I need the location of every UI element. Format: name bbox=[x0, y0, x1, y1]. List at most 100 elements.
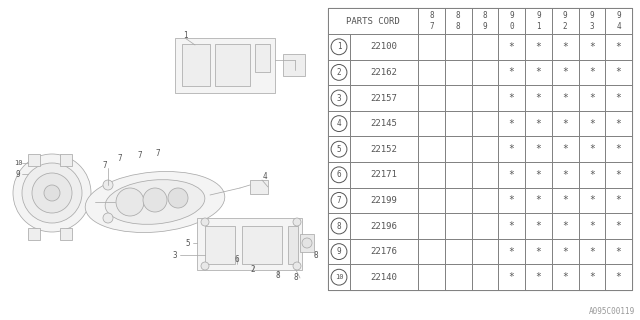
Bar bbox=[445, 60, 472, 85]
Text: *: * bbox=[562, 247, 568, 257]
Text: *: * bbox=[589, 221, 595, 231]
Bar bbox=[579, 136, 605, 162]
Bar bbox=[445, 85, 472, 111]
Bar bbox=[328, 162, 350, 188]
Bar bbox=[579, 188, 605, 213]
Circle shape bbox=[103, 180, 113, 190]
Bar bbox=[499, 239, 525, 264]
Bar bbox=[605, 239, 632, 264]
Bar bbox=[60, 154, 72, 166]
Text: 2: 2 bbox=[563, 22, 568, 31]
Bar bbox=[445, 136, 472, 162]
Text: 7: 7 bbox=[156, 148, 160, 157]
Bar bbox=[499, 188, 525, 213]
Bar bbox=[350, 136, 418, 162]
Bar bbox=[552, 162, 579, 188]
Text: 1: 1 bbox=[337, 42, 341, 51]
Bar bbox=[350, 85, 418, 111]
Text: 8: 8 bbox=[429, 11, 434, 20]
Text: 6: 6 bbox=[337, 170, 341, 179]
Text: *: * bbox=[536, 247, 541, 257]
Bar bbox=[605, 85, 632, 111]
Ellipse shape bbox=[105, 180, 205, 224]
Text: *: * bbox=[589, 170, 595, 180]
Bar bbox=[60, 228, 72, 240]
Bar bbox=[418, 239, 445, 264]
Bar bbox=[525, 85, 552, 111]
Ellipse shape bbox=[85, 172, 225, 233]
Text: 8: 8 bbox=[314, 251, 318, 260]
Bar bbox=[418, 8, 445, 34]
Bar bbox=[472, 60, 499, 85]
Text: *: * bbox=[589, 247, 595, 257]
Bar bbox=[350, 239, 418, 264]
Circle shape bbox=[302, 238, 312, 248]
Bar bbox=[525, 188, 552, 213]
Text: *: * bbox=[616, 170, 621, 180]
Ellipse shape bbox=[32, 173, 72, 213]
Bar bbox=[472, 188, 499, 213]
Text: 9: 9 bbox=[563, 11, 568, 20]
Text: 9: 9 bbox=[589, 11, 594, 20]
Text: *: * bbox=[589, 119, 595, 129]
Bar bbox=[175, 38, 275, 93]
Text: 8: 8 bbox=[276, 270, 280, 279]
Bar bbox=[605, 60, 632, 85]
Text: *: * bbox=[589, 93, 595, 103]
Bar bbox=[445, 188, 472, 213]
Bar bbox=[472, 213, 499, 239]
Bar bbox=[0, 0, 322, 320]
Text: *: * bbox=[536, 196, 541, 205]
Bar bbox=[525, 8, 552, 34]
Bar bbox=[28, 154, 40, 166]
Text: *: * bbox=[509, 119, 515, 129]
Bar bbox=[328, 264, 350, 290]
Text: 7: 7 bbox=[118, 154, 122, 163]
Bar bbox=[579, 213, 605, 239]
Bar bbox=[605, 111, 632, 136]
Bar bbox=[418, 111, 445, 136]
Bar bbox=[215, 44, 250, 86]
Text: *: * bbox=[509, 221, 515, 231]
Text: *: * bbox=[589, 272, 595, 282]
Text: *: * bbox=[589, 196, 595, 205]
Text: *: * bbox=[536, 68, 541, 77]
Ellipse shape bbox=[13, 154, 91, 232]
Circle shape bbox=[293, 262, 301, 270]
Text: *: * bbox=[562, 68, 568, 77]
Text: 1: 1 bbox=[536, 22, 541, 31]
Bar bbox=[552, 264, 579, 290]
Text: 3: 3 bbox=[173, 251, 177, 260]
Text: 7: 7 bbox=[138, 150, 142, 159]
Text: 22145: 22145 bbox=[371, 119, 397, 128]
Text: 1: 1 bbox=[182, 30, 188, 39]
Text: *: * bbox=[562, 144, 568, 154]
Bar bbox=[499, 264, 525, 290]
Bar bbox=[350, 111, 418, 136]
Bar bbox=[525, 111, 552, 136]
Text: *: * bbox=[562, 42, 568, 52]
Text: 22196: 22196 bbox=[371, 221, 397, 230]
Bar bbox=[418, 136, 445, 162]
Bar bbox=[525, 60, 552, 85]
Text: 4: 4 bbox=[262, 172, 268, 180]
Bar bbox=[472, 136, 499, 162]
Bar bbox=[472, 8, 499, 34]
Bar bbox=[472, 162, 499, 188]
Text: 9: 9 bbox=[509, 11, 514, 20]
Text: *: * bbox=[536, 221, 541, 231]
Bar bbox=[525, 162, 552, 188]
Bar bbox=[552, 239, 579, 264]
Bar bbox=[552, 136, 579, 162]
Bar bbox=[499, 136, 525, 162]
Text: *: * bbox=[616, 196, 621, 205]
Bar bbox=[552, 34, 579, 60]
Text: 9: 9 bbox=[337, 247, 341, 256]
Text: 4: 4 bbox=[337, 119, 341, 128]
Bar bbox=[350, 60, 418, 85]
Bar bbox=[499, 34, 525, 60]
Text: *: * bbox=[562, 196, 568, 205]
Text: *: * bbox=[509, 247, 515, 257]
Text: 5: 5 bbox=[337, 145, 341, 154]
Text: *: * bbox=[616, 93, 621, 103]
